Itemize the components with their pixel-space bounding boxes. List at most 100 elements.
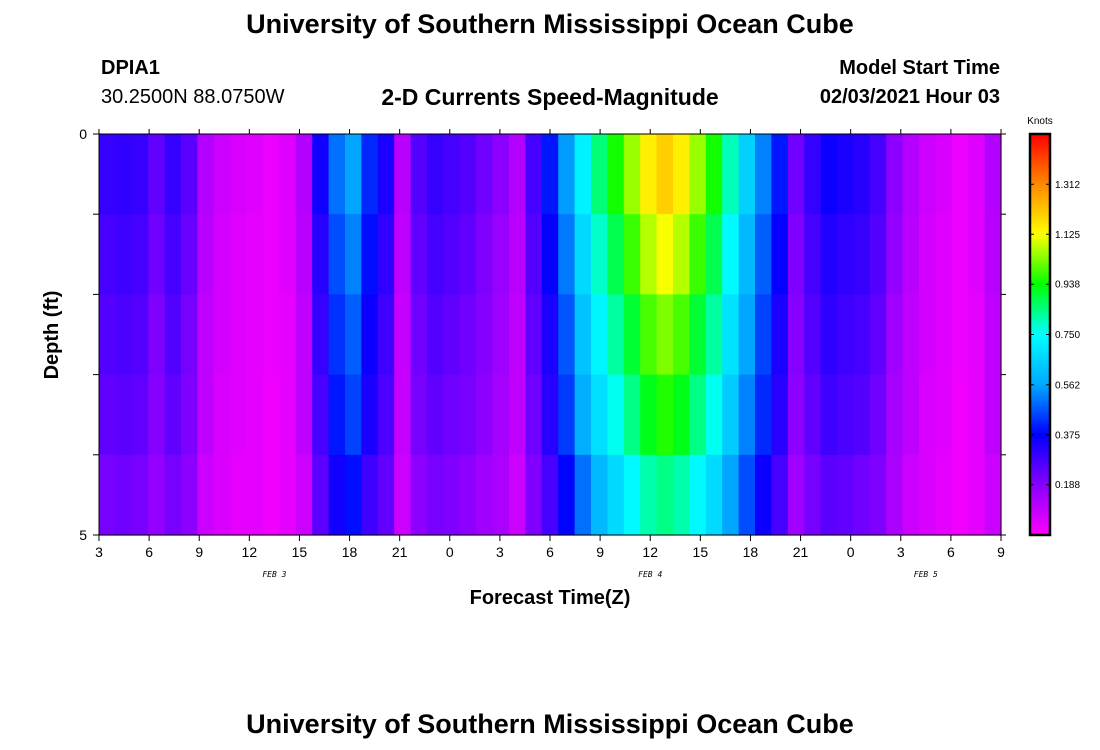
x-tick-label: 15 bbox=[292, 544, 308, 560]
x-tick-label: 12 bbox=[242, 544, 258, 560]
heatmap-cell bbox=[705, 134, 723, 215]
heatmap-cell bbox=[525, 214, 543, 295]
heatmap-cell bbox=[181, 374, 198, 456]
heatmap-cell bbox=[410, 374, 428, 456]
heatmap-cell bbox=[541, 214, 559, 295]
heatmap-cell bbox=[197, 214, 215, 295]
model-start-value: 02/03/2021 Hour 03 bbox=[819, 86, 1000, 108]
heatmap-cell bbox=[279, 294, 297, 376]
heatmap-cell bbox=[181, 214, 198, 295]
heatmap-cell bbox=[377, 134, 395, 215]
heatmap-cell bbox=[345, 454, 362, 536]
heatmap-cell bbox=[640, 374, 658, 456]
colorbar-tick-label: 0.562 bbox=[1055, 380, 1080, 391]
heatmap-cell bbox=[443, 294, 461, 376]
heatmap-cell bbox=[623, 214, 641, 295]
day-label: FEB 3 bbox=[262, 570, 286, 579]
heatmap-cell bbox=[771, 214, 789, 295]
heatmap-cell bbox=[820, 454, 838, 536]
heatmap-cell bbox=[148, 214, 166, 295]
heatmap-cell bbox=[509, 374, 526, 456]
heatmap-cell bbox=[197, 454, 215, 536]
heatmap-cell bbox=[935, 294, 953, 376]
heatmap-cell bbox=[984, 214, 1002, 295]
day-label: FEB 4 bbox=[638, 570, 662, 579]
heatmap-cell bbox=[197, 294, 215, 376]
heatmap-cell bbox=[394, 294, 412, 376]
heatmap-cell bbox=[689, 294, 707, 376]
heatmap-cell bbox=[787, 374, 805, 456]
heatmap-cell bbox=[459, 374, 477, 456]
heatmap-cell bbox=[263, 134, 280, 215]
heatmap-cell bbox=[837, 374, 854, 456]
heatmap-cell bbox=[279, 214, 297, 295]
heatmap-cell bbox=[919, 294, 936, 376]
colorbar-tick-label: 0.938 bbox=[1055, 280, 1080, 291]
heatmap-cell bbox=[919, 454, 936, 536]
heatmap-cell bbox=[951, 374, 969, 456]
heatmap-cell bbox=[492, 214, 510, 295]
heatmap-cell bbox=[427, 214, 444, 295]
heatmap-cell bbox=[492, 134, 510, 215]
x-tick-label: 3 bbox=[496, 544, 504, 560]
station-coordinates: 30.2500N 88.0750W bbox=[101, 86, 285, 108]
heatmap-cell bbox=[558, 214, 576, 295]
heatmap-cell bbox=[886, 294, 904, 376]
heatmap-cell bbox=[640, 214, 658, 295]
x-tick-label: 18 bbox=[342, 544, 358, 560]
x-tick-label: 12 bbox=[642, 544, 658, 560]
heatmap-cell bbox=[312, 454, 330, 536]
heatmap-cell bbox=[377, 294, 395, 376]
heatmap-cell bbox=[164, 294, 182, 376]
heatmap-cell bbox=[181, 134, 198, 215]
heatmap-cell bbox=[197, 374, 215, 456]
heatmap-cell bbox=[230, 374, 248, 456]
heatmap-cell bbox=[263, 214, 280, 295]
heatmap-cell bbox=[804, 454, 822, 536]
heatmap-cell bbox=[230, 214, 248, 295]
heatmap-cell bbox=[722, 134, 740, 215]
heatmap-cell bbox=[574, 454, 592, 536]
heatmap-cell bbox=[968, 294, 986, 376]
heatmap-cell bbox=[902, 374, 920, 456]
heatmap-cell bbox=[427, 134, 444, 215]
heatmap-cell bbox=[197, 134, 215, 215]
heatmap-cell bbox=[755, 454, 772, 536]
heatmap-cell bbox=[722, 294, 740, 376]
heatmap-cell bbox=[115, 214, 133, 295]
heatmap-cell bbox=[656, 134, 674, 215]
heatmap-cell bbox=[820, 134, 838, 215]
heatmap-cell bbox=[869, 374, 887, 456]
heatmap-cell bbox=[607, 454, 625, 536]
heatmap-cell bbox=[673, 134, 690, 215]
heatmap-cell bbox=[902, 454, 920, 536]
heatmap-cell bbox=[804, 214, 822, 295]
x-tick-label: 21 bbox=[392, 544, 408, 560]
heatmap-cell bbox=[263, 374, 280, 456]
heatmap-cell bbox=[623, 374, 641, 456]
heatmap-cell bbox=[492, 294, 510, 376]
heatmap-cell bbox=[738, 214, 756, 295]
heatmap-cell bbox=[705, 214, 723, 295]
x-tick-label: 6 bbox=[546, 544, 554, 560]
heatmap-cell bbox=[820, 374, 838, 456]
heatmap-cell bbox=[295, 374, 313, 456]
heatmap-cell bbox=[213, 454, 231, 536]
heatmap-cell bbox=[837, 214, 854, 295]
heatmap-cell bbox=[377, 374, 395, 456]
heatmap-cell bbox=[869, 454, 887, 536]
model-start-label: Model Start Time bbox=[839, 57, 1000, 79]
heatmap-cell bbox=[476, 134, 494, 215]
heatmap-cell bbox=[181, 294, 198, 376]
heatmap-cell bbox=[656, 374, 674, 456]
heatmap-cell bbox=[902, 134, 920, 215]
heatmap-cell bbox=[689, 374, 707, 456]
x-tick-label: 9 bbox=[596, 544, 604, 560]
colorbar-tick-label: 0.375 bbox=[1055, 430, 1080, 441]
heatmap-cell bbox=[951, 134, 969, 215]
heatmap-cell bbox=[328, 454, 346, 536]
heatmap-cell bbox=[99, 454, 116, 536]
heatmap-cell bbox=[673, 214, 690, 295]
heatmap-cell bbox=[230, 294, 248, 376]
heatmap-cell bbox=[935, 454, 953, 536]
